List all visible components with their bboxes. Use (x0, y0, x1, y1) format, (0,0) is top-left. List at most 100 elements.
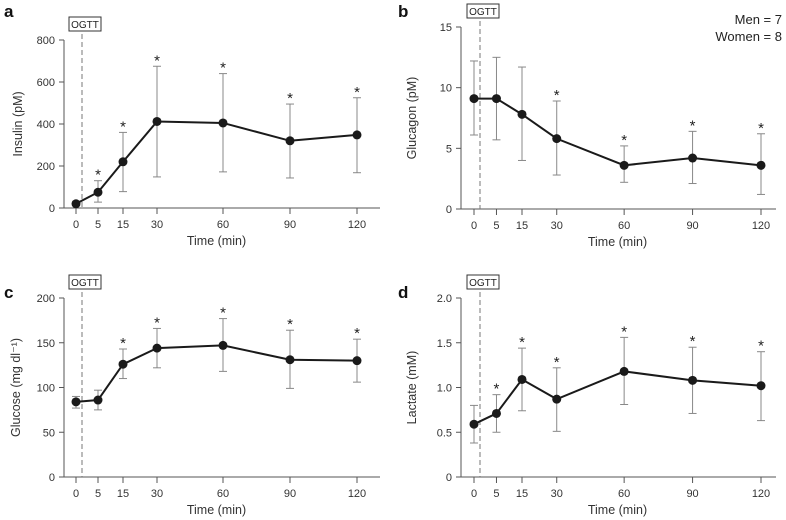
significance-star: * (758, 120, 764, 137)
ogtt-label: OGTT (469, 7, 497, 18)
ogtt-box (68, 274, 102, 290)
significance-star: * (494, 381, 500, 398)
data-point (517, 374, 527, 384)
y-tick-label: 0 (49, 472, 55, 484)
x-tick-label: 5 (493, 488, 499, 500)
significance-star: * (758, 338, 764, 355)
x-tick-label: 30 (551, 488, 563, 500)
significance-star: * (287, 316, 293, 333)
data-point (93, 187, 103, 197)
significance-star: * (220, 60, 226, 77)
x-tick-label: 120 (348, 488, 366, 500)
y-axis-label: Glucagon (pM) (405, 77, 419, 160)
data-point (118, 157, 128, 167)
x-tick-label: 30 (551, 220, 563, 232)
data-point (469, 94, 479, 104)
significance-star: * (554, 354, 560, 371)
data-point (491, 94, 501, 104)
y-tick-label: 0 (446, 472, 452, 484)
x-axis-label: Time (min) (588, 235, 647, 249)
x-tick-label: 90 (686, 488, 698, 500)
y-axis-label: Insulin (pM) (11, 91, 25, 156)
data-point (619, 366, 629, 376)
data-point (688, 375, 698, 385)
x-tick-label: 15 (117, 219, 129, 231)
y-tick-label: 2.0 (437, 293, 452, 305)
x-tick-label: 120 (348, 219, 366, 231)
x-tick-label: 30 (151, 219, 163, 231)
y-axis-label: Glucose (mg dl⁻¹) (9, 338, 23, 437)
x-tick-label: 0 (73, 219, 79, 231)
x-tick-label: 60 (217, 219, 229, 231)
y-tick-label: 15 (440, 22, 452, 34)
significance-star: * (154, 314, 160, 331)
x-tick-label: 0 (471, 220, 477, 232)
data-point (152, 343, 162, 353)
ogtt-box (68, 16, 102, 32)
data-point (491, 408, 501, 418)
data-point (71, 397, 81, 407)
x-tick-label: 90 (686, 220, 698, 232)
significance-star: * (120, 118, 126, 135)
y-tick-label: 100 (37, 383, 55, 395)
significance-star: * (621, 132, 627, 149)
x-tick-label: 60 (618, 488, 630, 500)
significance-star: * (690, 333, 696, 350)
data-point (552, 134, 562, 144)
x-tick-label: 15 (516, 220, 528, 232)
significance-star: * (95, 167, 101, 184)
ogtt-box (466, 274, 500, 290)
y-tick-label: 150 (37, 338, 55, 350)
significance-star: * (220, 305, 226, 322)
significance-star: * (154, 52, 160, 69)
ogtt-label: OGTT (469, 278, 497, 289)
y-tick-label: 1.5 (437, 338, 452, 350)
panel-b: b 0 5 10 15 0 5 15 30 60 90 120 Time (min) Glucagon (… (398, 2, 782, 249)
x-tick-label: 30 (151, 488, 163, 500)
significance-star: * (354, 325, 360, 342)
y-tick-label: 50 (43, 427, 55, 439)
significance-star: * (519, 334, 525, 351)
panel-label: a (4, 2, 14, 21)
y-tick-label: 800 (37, 35, 55, 47)
sample-size-annotation: Women = 8 (715, 29, 782, 44)
x-tick-label: 90 (284, 488, 296, 500)
significance-star: * (621, 323, 627, 340)
panel-a: a 0 200 400 600 800 0 5 15 30 60 90 120 Time (min) Ins… (4, 2, 380, 248)
data-point (688, 153, 698, 163)
y-tick-label: 1.0 (437, 383, 452, 395)
data-point (118, 359, 128, 369)
data-point (552, 394, 562, 404)
data-point (469, 419, 479, 429)
x-tick-label: 120 (752, 220, 770, 232)
panel-label: d (398, 283, 408, 302)
significance-star: * (554, 87, 560, 104)
significance-star: * (287, 90, 293, 107)
y-tick-label: 5 (446, 143, 452, 155)
data-point (352, 130, 362, 140)
x-axis-label: Time (min) (187, 503, 246, 517)
data-point (619, 160, 629, 170)
y-tick-label: 200 (37, 161, 55, 173)
ogtt-label: OGTT (71, 278, 99, 289)
data-point (285, 136, 295, 146)
x-tick-label: 5 (95, 219, 101, 231)
data-point (517, 109, 527, 119)
y-tick-label: 600 (37, 77, 55, 89)
series-line (75, 344, 358, 403)
significance-star: * (690, 117, 696, 134)
x-axis-label: Time (min) (187, 234, 246, 248)
data-point (352, 356, 362, 366)
significance-star: * (120, 335, 126, 352)
series-line (75, 120, 358, 205)
x-tick-label: 120 (752, 488, 770, 500)
data-point (756, 160, 766, 170)
panel-c: c 0 50 100 150 200 0 5 15 30 60 90 120 Time (min) Gluc… (4, 274, 380, 517)
y-tick-label: 200 (37, 293, 55, 305)
data-point (756, 381, 766, 391)
x-tick-label: 0 (73, 488, 79, 500)
y-tick-label: 0 (446, 204, 452, 216)
x-axis-label: Time (min) (588, 503, 647, 517)
